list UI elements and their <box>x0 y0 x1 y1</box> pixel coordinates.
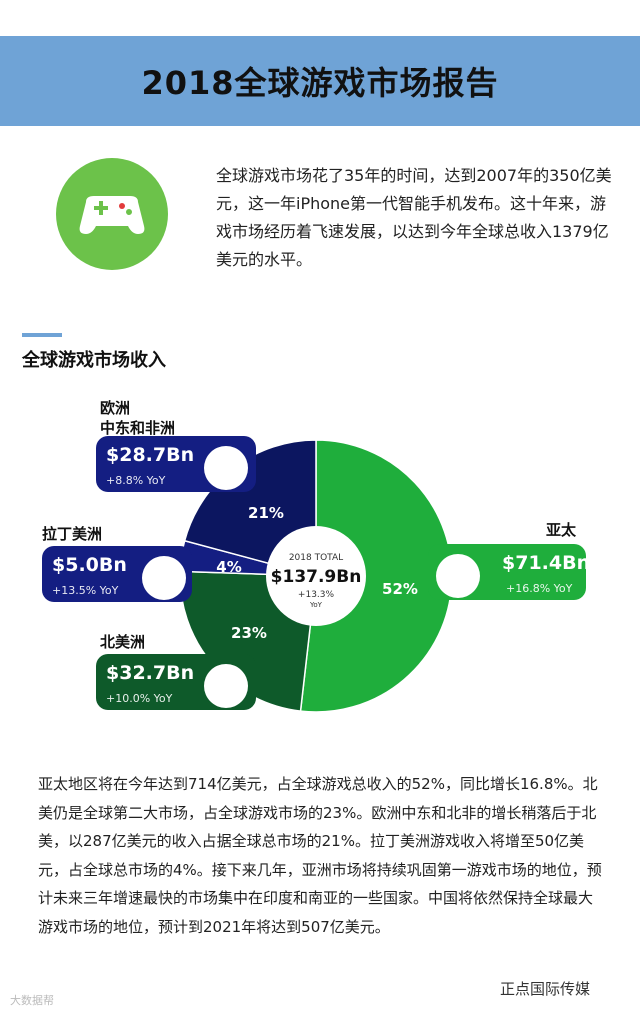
body-paragraph: 亚太地区将在今年达到714亿美元，占全球游戏总收入的52%，同比增长16.8%。… <box>38 775 602 936</box>
gamepad-logo <box>56 158 168 270</box>
card-latam: $5.0Bn +13.5% YoY <box>42 546 192 602</box>
region-name-apac: 亚太 <box>546 521 577 539</box>
latam-map-icon <box>142 556 186 600</box>
pct-label-latam: 4% <box>216 558 241 576</box>
card-value: $5.0Bn <box>52 554 127 576</box>
footer-watermark-left: 大数据帮 <box>10 994 54 1007</box>
na-map-icon <box>204 664 248 708</box>
section-title: 全球游戏市场收入 <box>22 350 166 371</box>
card-yoy: +13.5% YoY <box>52 584 119 597</box>
footer-watermark-right: 正点国际传媒 <box>500 980 591 998</box>
header-banner: 2018全球游戏市场报告 <box>0 36 640 126</box>
card-value: $28.7Bn <box>106 444 195 466</box>
card-yoy: +16.8% YoY <box>506 582 573 595</box>
page-title: 2018全球游戏市场报告 <box>141 64 499 102</box>
region-name-latam: 拉丁美洲 <box>42 525 103 543</box>
region-name-europe: 欧洲 中东和非洲 <box>100 399 176 437</box>
pct-label-na: 23% <box>231 624 267 642</box>
section-accent-line <box>22 333 62 337</box>
pct-label-apac: 52% <box>382 580 418 598</box>
region-name-na: 北美洲 <box>100 633 146 651</box>
card-yoy: +10.0% YoY <box>106 692 173 705</box>
card-na: $32.7Bn +10.0% YoY <box>96 654 256 710</box>
total-label: 2018 TOTAL <box>289 553 343 563</box>
intro-paragraph: 全球游戏市场花了35年的时间，达到2007年的350亿美元，这一年iPhone第… <box>216 166 612 269</box>
card-europe: $28.7Bn +8.8% YoY <box>96 436 256 492</box>
total-yoy-unit: YoY <box>309 601 323 609</box>
card-value: $32.7Bn <box>106 662 195 684</box>
apac-map-icon <box>436 554 480 598</box>
total-value: $137.9Bn <box>271 567 362 587</box>
card-yoy: +8.8% YoY <box>106 474 166 487</box>
total-yoy: +13.3% <box>298 590 335 600</box>
card-value: $71.4Bn <box>502 552 586 574</box>
pct-label-europe: 21% <box>248 504 284 522</box>
revenue-donut-chart: 2018 TOTAL $137.9Bn +13.3% YoY 21% 4% 23… <box>179 439 453 713</box>
gamepad-icon <box>79 196 145 234</box>
card-apac: $71.4Bn +16.8% YoY <box>428 544 586 600</box>
center-circle <box>266 526 366 626</box>
europe-map-icon <box>204 446 248 490</box>
